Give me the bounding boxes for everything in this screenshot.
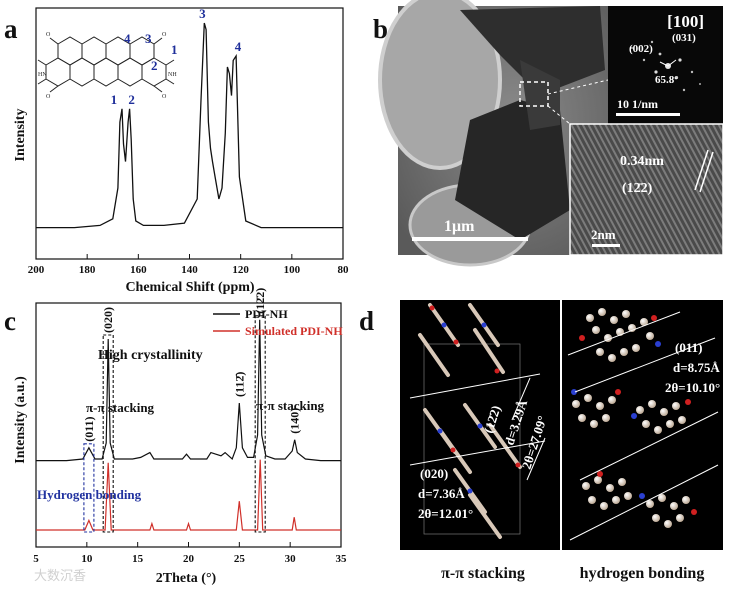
xrd-x-tick-label: 35: [336, 553, 348, 565]
hrtem-image: 0.34nm (12̄2) 2nm: [569, 123, 724, 256]
crystal-packing-left: (020) d=7.36Å 2θ=12.01° (12̄2) d=3.29Å 2…: [400, 300, 560, 550]
annotation-pi-stacking-left: π-π stacking: [86, 400, 155, 415]
nh-right-label: NH: [168, 72, 177, 78]
saed-label-031: (031): [672, 32, 696, 44]
nmr-x-tick-label: 80: [338, 264, 350, 276]
watermark: 大数沉香: [34, 569, 86, 584]
xrd-peak-label: (140): [288, 408, 302, 434]
nmr-peak-label: 3: [199, 6, 206, 21]
nmr-x-tick-label: 100: [284, 264, 301, 276]
structure-label-1: 1: [171, 42, 178, 57]
annotation-pi-stacking-right: π-π stacking: [256, 398, 325, 413]
saed-zone-axis: [100]: [667, 12, 704, 31]
saed-scale-bar: [616, 113, 680, 116]
xrd-highlight-boxes: [83, 315, 266, 533]
panel-label-c: c: [4, 306, 16, 336]
crystal-2theta-011: 2θ=10.10°: [665, 380, 720, 395]
nmr-x-ticks: 200 180 160 140 120 100 80: [28, 254, 349, 276]
nmr-chart: 200 180 160 140 120 100 80 1 234 Chemical Shift…: [13, 6, 349, 295]
structure-label-3: 3: [145, 31, 152, 46]
xrd-x-tick-label: 20: [183, 553, 195, 565]
xrd-x-tick-label: 25: [234, 553, 246, 565]
annotation-high-crystallinity: High crystallinity: [98, 348, 203, 363]
nmr-x-label: Chemical Shift (ppm): [125, 280, 254, 295]
pdi-molecule-structure: [37, 36, 175, 93]
tem-zoom-box: [519, 81, 549, 107]
xrd-peak-label: (112̄): [232, 372, 246, 397]
saed-scale-text: 10 1/nm: [617, 97, 658, 111]
xrd-x-tick-label: 5: [33, 553, 39, 565]
saed-pattern: [100] (002) (031) 65.8° 10 1/nm: [608, 6, 723, 124]
xrd-highlight-box: [254, 315, 266, 533]
xrd-series-line: [36, 459, 341, 531]
xrd-peak-label: (011): [82, 416, 96, 441]
oxygen-label: O: [162, 94, 167, 100]
caption-pi-stacking: π-π stacking: [441, 565, 525, 582]
crystal-packing-right: (011) d=8.75Å 2θ=10.10°: [562, 300, 723, 550]
panel-label-d: d: [359, 306, 374, 336]
nmr-peak-label: 2: [128, 92, 135, 107]
crystal-d-020: d=7.36Å: [418, 486, 465, 501]
hrtem-scale-bar: [592, 244, 620, 247]
legend-label-pdi-nh: PDI-NH: [245, 307, 288, 321]
crystal-label-011: (011): [675, 340, 702, 355]
saed-angle: 65.8°: [655, 74, 679, 86]
hrtem-plane: (12̄2): [622, 181, 653, 196]
nmr-peak-label: 4: [235, 39, 242, 54]
nmr-x-tick-label: 160: [130, 264, 147, 276]
tem-scale-bar: [412, 237, 528, 241]
panel-label-b: b: [373, 14, 388, 44]
oxygen-label: O: [46, 94, 51, 100]
xrd-peak-label: (12̄2): [253, 288, 267, 314]
annotation-hydrogen-bonding: Hydrogen bonding: [37, 487, 142, 502]
nmr-x-tick-label: 120: [232, 264, 249, 276]
tem-scale-text: 1μm: [444, 218, 475, 235]
xrd-series: [36, 319, 341, 531]
structure-label-4: 4: [124, 31, 131, 46]
nmr-peak-labels: 1 234: [111, 6, 242, 107]
xrd-peak-label: (020): [101, 307, 115, 333]
xrd-series-line: [36, 319, 341, 462]
xrd-x-ticks: 5 10 15 20 25 30 35: [33, 542, 347, 565]
xrd-x-tick-label: 30: [285, 553, 297, 565]
nmr-series-line: [36, 22, 343, 229]
oxygen-label: O: [46, 32, 51, 38]
oxygen-label: O: [162, 32, 167, 38]
crystal-2theta-020: 2θ=12.01°: [418, 506, 473, 521]
hrtem-scale-text: 2nm: [591, 227, 616, 242]
caption-hydrogen-bonding: hydrogen bonding: [580, 565, 705, 582]
nmr-y-label: Intensity: [13, 109, 28, 162]
nmr-x-tick-label: 200: [28, 264, 45, 276]
crystal-d-011: d=8.75Å: [673, 360, 720, 375]
xrd-chart: 5 10 15 20 25 30 35 (011) (020) (112̄) (12̄2) (140…: [13, 288, 347, 586]
hrtem-spacing: 0.34nm: [620, 154, 664, 169]
xrd-highlight-box: [102, 334, 114, 533]
panel-label-a: a: [4, 14, 18, 44]
legend-label-simulated: Simulated PDI-NH: [245, 324, 343, 338]
nmr-peak-label: 1: [111, 92, 118, 107]
xrd-x-tick-label: 15: [132, 553, 144, 565]
xrd-y-label: Intensity (a.u.): [13, 376, 28, 464]
xrd-peak-labels: (011) (020) (112̄) (12̄2) (140): [82, 288, 302, 442]
xrd-highlight-box: [83, 443, 95, 533]
nmr-x-tick-label: 180: [79, 264, 96, 276]
crystal-label-020: (020): [420, 466, 448, 481]
structure-label-2: 2: [151, 58, 158, 73]
xrd-x-tick-label: 10: [81, 553, 93, 565]
xrd-x-label: 2Theta (°): [156, 571, 217, 586]
nmr-x-tick-label: 140: [181, 264, 198, 276]
saed-label-002: (002): [629, 43, 653, 55]
nh-left-label: HN: [38, 72, 47, 78]
